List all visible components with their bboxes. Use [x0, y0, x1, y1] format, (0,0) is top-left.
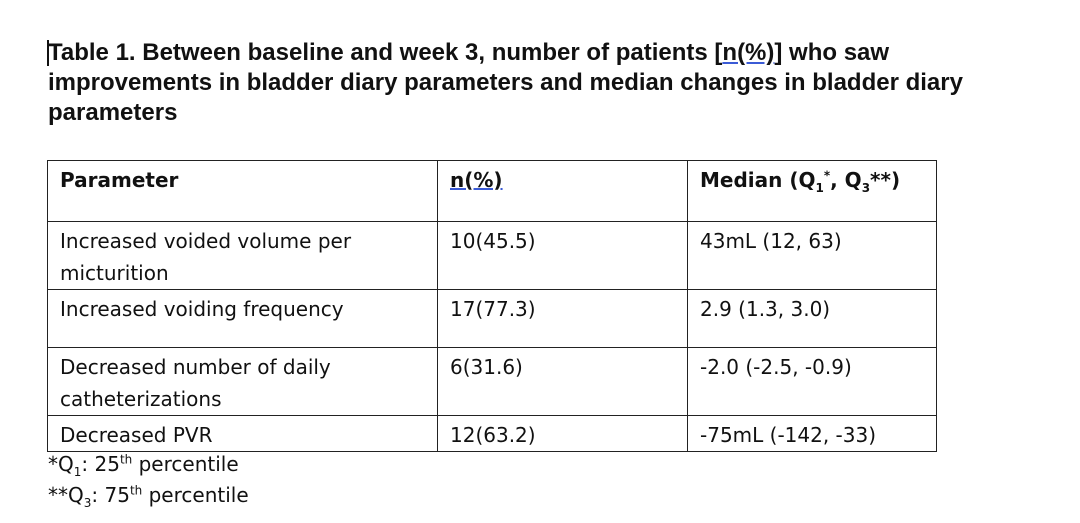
header-q3-subscript: 3 — [861, 181, 871, 195]
row-n-percent: 17(77.3) — [437, 289, 688, 348]
header-median-prefix: Median (Q — [700, 168, 816, 192]
row-parameter: Decreased number of daily catheterizatio… — [47, 347, 438, 416]
text-cursor — [47, 40, 49, 66]
table-header-row: Parameter n(%) Median (Q1*, Q3**) — [47, 160, 937, 222]
header-n-percent: n(%) — [437, 160, 688, 222]
header-q1-superscript: * — [823, 168, 831, 183]
row-parameter: Increased voided volume per micturition — [47, 221, 438, 290]
footnotes: *Q1: 25th percentile **Q3: 75th percenti… — [48, 449, 249, 511]
header-median: Median (Q1*, Q3**) — [687, 160, 937, 222]
row-median: -75mL (-142, -33) — [687, 415, 937, 452]
footnote-q3-subscript: 3 — [83, 496, 92, 510]
title-text-end: ] who saw improvements in bladder diary … — [48, 39, 963, 126]
footnote-q1-mid: : 25 — [81, 452, 120, 476]
row-median: 2.9 (1.3, 3.0) — [687, 289, 937, 348]
title-text-start: Table 1. Between baseline and week 3, nu… — [48, 39, 723, 66]
row-median: 43mL (12, 63) — [687, 221, 937, 290]
table-row: Decreased number of daily catheterizatio… — [47, 347, 937, 416]
header-n-percent-label: n(%) — [450, 168, 503, 192]
row-n-percent: 10(45.5) — [437, 221, 688, 290]
row-n-percent: 6(31.6) — [437, 347, 688, 416]
table-title: Table 1. Between baseline and week 3, nu… — [48, 38, 1038, 128]
results-table: Parameter n(%) Median (Q1*, Q3**) Increa… — [47, 160, 937, 452]
footnote-q1-suffix: percentile — [132, 452, 239, 476]
footnote-q1-superscript: th — [119, 452, 133, 467]
row-parameter: Increased voiding frequency — [47, 289, 438, 348]
footnote-q3-mid: : 75 — [91, 483, 130, 507]
header-parameter: Parameter — [47, 160, 438, 222]
table-row: Increased voiding frequency 17(77.3) 2.9… — [47, 289, 937, 348]
row-median: -2.0 (-2.5, -0.9) — [687, 347, 937, 416]
footnote-q1-prefix: *Q — [48, 452, 74, 476]
header-q1-subscript: 1 — [815, 181, 824, 195]
row-n-percent: 12(63.2) — [437, 415, 688, 452]
row-parameter: Decreased PVR — [47, 415, 438, 452]
header-median-mid: , Q — [830, 168, 862, 192]
title-underlined-term: n(%) — [722, 39, 775, 66]
footnote-q1-subscript: 1 — [73, 465, 82, 479]
header-median-suffix: **) — [870, 168, 901, 192]
footnote-q3-superscript: th — [129, 483, 143, 498]
table-row: Decreased PVR 12(63.2) -75mL (-142, -33) — [47, 415, 937, 452]
table-row: Increased voided volume per micturition … — [47, 221, 937, 290]
footnote-q3-suffix: percentile — [142, 483, 249, 507]
footnote-q3-prefix: **Q — [48, 483, 84, 507]
footnote-q1: *Q1: 25th percentile — [48, 449, 249, 480]
footnote-q3: **Q3: 75th percentile — [48, 480, 249, 511]
